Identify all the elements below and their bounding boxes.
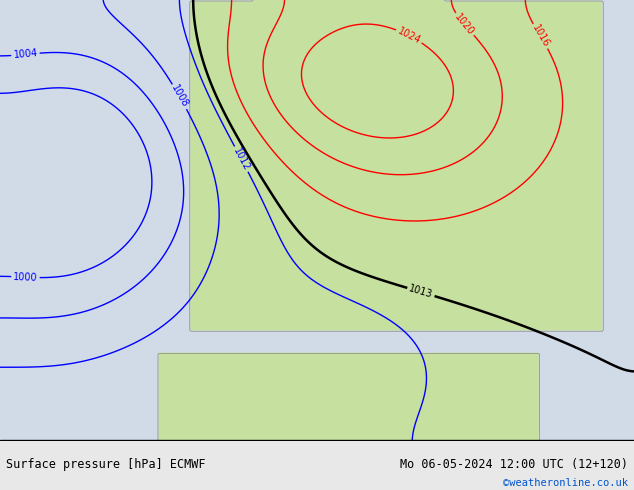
Text: Surface pressure [hPa] ECMWF: Surface pressure [hPa] ECMWF xyxy=(6,458,206,471)
Text: 1012: 1012 xyxy=(231,146,252,172)
Text: 1020: 1020 xyxy=(453,12,476,37)
Text: 1016: 1016 xyxy=(530,23,551,49)
Text: 1024: 1024 xyxy=(396,25,422,46)
Text: 1000: 1000 xyxy=(13,272,38,283)
Text: ©weatheronline.co.uk: ©weatheronline.co.uk xyxy=(503,478,628,488)
Bar xyxy=(0,440,634,441)
Text: Mo 06-05-2024 12:00 UTC (12+120): Mo 06-05-2024 12:00 UTC (12+120) xyxy=(399,458,628,471)
Text: 1004: 1004 xyxy=(13,49,38,60)
Text: 1008: 1008 xyxy=(169,83,190,110)
Text: 1013: 1013 xyxy=(408,284,434,300)
